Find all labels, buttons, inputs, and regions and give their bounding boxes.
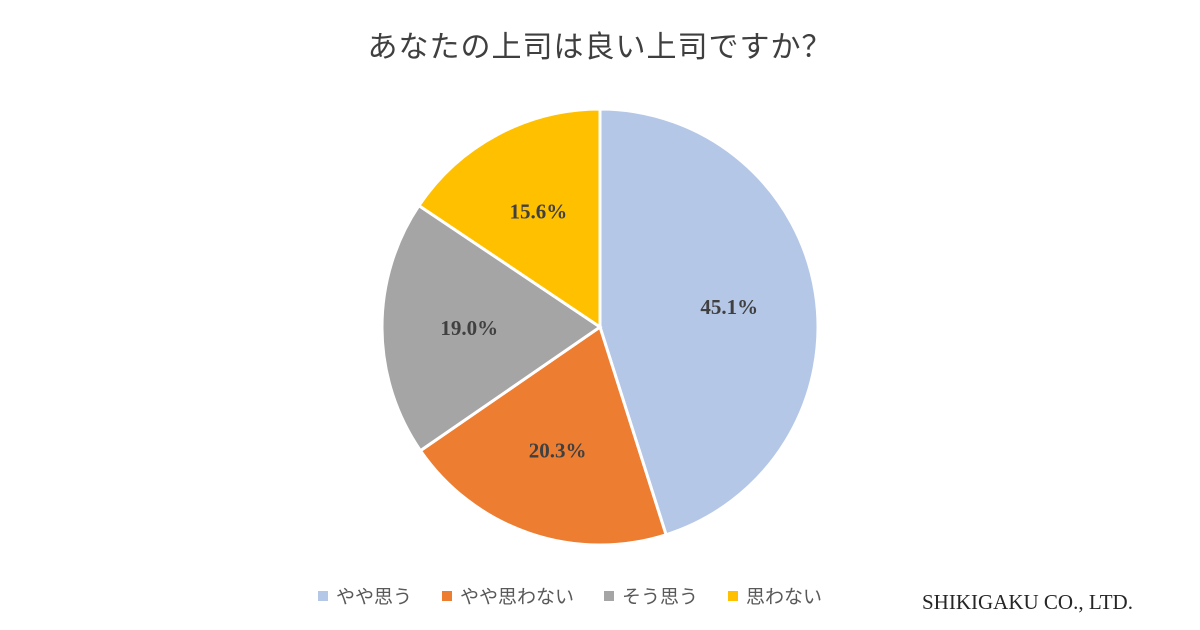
chart-title: あなたの上司は良い上司ですか？ — [367, 30, 833, 65]
data-label-1: 45.1% — [700, 295, 758, 319]
legend-item-4: 思わない — [728, 582, 822, 609]
legend-swatch — [318, 590, 328, 601]
data-label-2: 20.3% — [529, 439, 587, 463]
legend-label: そう思う — [622, 586, 699, 608]
pie-slice-1 — [598, 107, 820, 537]
legend-label: やや思わない — [460, 586, 575, 608]
data-label-4: 15.6% — [510, 200, 568, 224]
pie-slice-3 — [380, 203, 603, 453]
legend-label: やや思う — [336, 586, 413, 608]
company-credit: SHIKIGAKU CO., LTD. — [922, 590, 1133, 614]
pie-slice-4 — [416, 107, 602, 330]
legend-swatch — [604, 590, 615, 601]
pie-slice-2 — [418, 324, 668, 547]
chart-legend: やや思う やや思わない そう思う 思わない — [318, 582, 852, 609]
pie-data-labels: 45.1% 20.3% 19.0% 15.6% — [440, 200, 758, 463]
legend-swatch — [728, 590, 739, 601]
pie-slices — [380, 107, 820, 547]
data-label-3: 19.0% — [440, 316, 498, 340]
legend-item-1: やや思う — [318, 582, 412, 609]
legend-item-3: そう思う — [604, 582, 698, 609]
legend-swatch — [442, 590, 453, 601]
legend-label: 思わない — [746, 586, 823, 608]
legend-item-2: やや思わない — [442, 582, 574, 609]
